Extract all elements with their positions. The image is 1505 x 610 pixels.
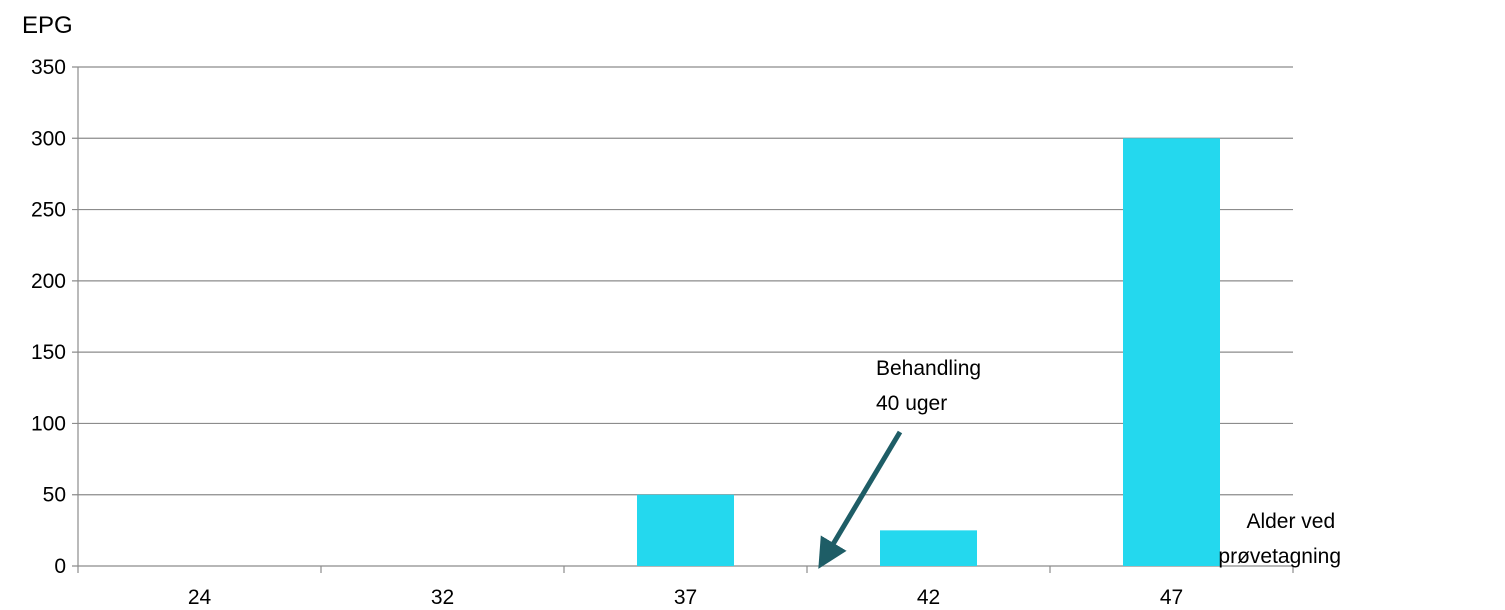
y-tick-label: 100: [31, 412, 66, 435]
x-tick-label: 24: [188, 586, 212, 609]
y-tick-label: 250: [31, 199, 66, 222]
y-tick-label: 200: [31, 270, 66, 293]
annotation-text: Behandling 40 uger: [876, 357, 987, 415]
y-tick-label: 350: [31, 56, 66, 79]
bar: [880, 530, 977, 566]
x-tick-label: 47: [1160, 586, 1183, 609]
x-axis-label-line-1: Alder ved: [1246, 510, 1335, 533]
x-tick-label: 37: [674, 586, 697, 609]
y-tick-label: 0: [54, 555, 66, 578]
annotation-arrow: [818, 430, 903, 569]
bar: [1123, 138, 1220, 567]
x-axis-label-line-2: prøvetagning: [1218, 545, 1341, 568]
y-tick-label: 300: [31, 127, 66, 150]
x-axis-label: Alder ved prøvetagning: [1218, 510, 1341, 568]
annotation-line-2: 40 uger: [876, 392, 947, 415]
tick-labels: 0 50 100 150 200 250 300 350 24 32 37 42 47: [31, 56, 1183, 609]
gridlines: [72, 66, 1293, 496]
y-axis-label: EPG: [22, 12, 73, 39]
y-tick-label: 150: [31, 341, 66, 364]
y-tick-label: 50: [43, 484, 66, 507]
annotation-line-1: Behandling: [876, 357, 981, 380]
x-tick-label: 42: [917, 586, 940, 609]
bar: [637, 494, 734, 566]
x-tick-label: 32: [431, 586, 454, 609]
bars: [637, 138, 1220, 567]
annotation: Behandling 40 uger: [818, 357, 987, 569]
